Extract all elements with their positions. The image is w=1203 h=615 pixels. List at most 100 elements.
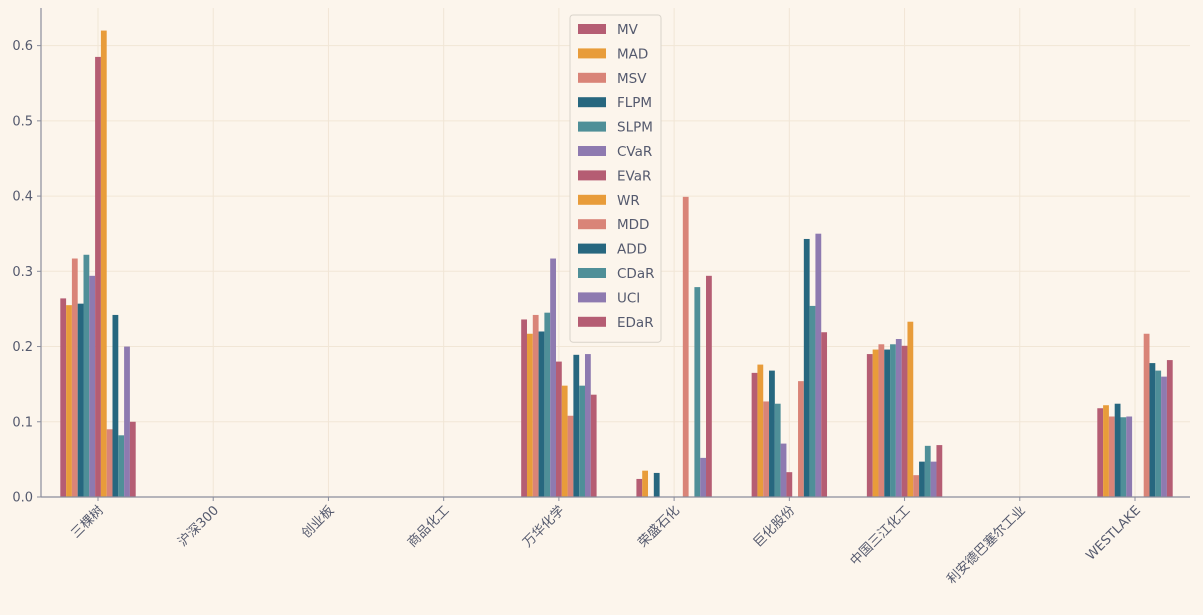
legend-box xyxy=(569,14,662,343)
bar-msv-4 xyxy=(532,314,539,497)
bar-msv-6 xyxy=(763,401,770,497)
y-tick-label: 0.5 xyxy=(12,114,33,129)
bar-add-9 xyxy=(1149,363,1156,497)
bar-slpm-0 xyxy=(83,254,90,497)
legend-label-mad: MAD xyxy=(617,46,648,62)
bar-edar-5 xyxy=(706,275,712,497)
bar-cdar-6 xyxy=(809,305,816,497)
y-tick-label: 0.1 xyxy=(12,415,33,430)
x-tick-labels: 三棵树 沪深300 创业板 商品化工 万华化学 荣盛石化 巨化股份 中国三江化工 利安德巴塞尔工… xyxy=(69,497,1144,587)
bar-cvar-6 xyxy=(780,443,787,497)
bar-slpm-6 xyxy=(774,403,781,497)
bar-msv-9 xyxy=(1108,416,1115,497)
bar-flpm-6 xyxy=(769,370,775,497)
bar-flpm-5 xyxy=(653,472,660,497)
bar-cdar-0 xyxy=(118,435,125,497)
bar-msv-0 xyxy=(71,258,78,497)
bar-evar-7 xyxy=(901,345,908,497)
y-tick-label: 0.2 xyxy=(12,340,33,355)
bar-slpm-7 xyxy=(890,344,896,497)
bar-mdd-4 xyxy=(567,415,574,497)
bar-evar-6 xyxy=(786,472,793,497)
legend-label-mdd: MDD xyxy=(617,217,649,233)
x-tick-label: 万华化学 xyxy=(520,503,568,551)
bar-mad-5 xyxy=(642,470,649,497)
bar-cdar-5 xyxy=(694,287,701,497)
bar-cvar-7 xyxy=(895,339,902,497)
legend-swatch-edar xyxy=(578,316,606,327)
bar-uci-4 xyxy=(584,354,591,497)
bar-mdd-9 xyxy=(1143,333,1150,497)
bar-mad-4 xyxy=(526,333,533,497)
bar-uci-6 xyxy=(815,233,822,497)
bar-mad-7 xyxy=(872,349,879,497)
bar-slpm-4 xyxy=(544,312,551,497)
bar-edar-0 xyxy=(129,421,136,497)
bar-mdd-7 xyxy=(913,475,920,497)
bar-mv-7 xyxy=(866,354,873,497)
bar-evar-0 xyxy=(95,56,101,498)
bar-wr-0 xyxy=(100,30,107,497)
legend-swatch-uci xyxy=(578,292,606,303)
bar-add-7 xyxy=(919,461,925,497)
bar-evar-4 xyxy=(555,361,562,497)
bar-mad-0 xyxy=(66,305,72,497)
bar-mv-0 xyxy=(60,298,67,497)
y-tick-labels: 0.0 0.1 0.2 0.3 0.4 0.5 0.6 xyxy=(12,39,41,506)
bar-mad-9 xyxy=(1103,405,1109,497)
bar-edar-9 xyxy=(1166,360,1173,497)
bar-flpm-9 xyxy=(1114,403,1121,497)
bar-mdd-6 xyxy=(798,381,804,497)
bar-cvar-4 xyxy=(550,258,556,497)
legend-swatch-mdd xyxy=(578,219,606,230)
bar-uci-5 xyxy=(700,457,707,497)
bar-cdar-4 xyxy=(579,385,585,497)
x-tick-label: 荣盛石化 xyxy=(636,503,683,550)
bar-wr-7 xyxy=(907,321,914,497)
bar-uci-9 xyxy=(1161,376,1167,497)
x-tick-label: WESTLAKE xyxy=(1083,503,1143,563)
bar-add-4 xyxy=(573,354,580,497)
x-tick-label: 创业板 xyxy=(299,503,337,541)
legend-swatch-evar xyxy=(578,170,606,181)
x-tick-label: 三棵树 xyxy=(69,503,107,541)
legend-label-cvar: CVaR xyxy=(617,144,652,160)
legend: MV MAD MSV FLPM SLPM CVaR EVaR WR MDD ADD CDaR UCI E… xyxy=(569,14,662,343)
axes xyxy=(40,8,1190,498)
legend-label-slpm: SLPM xyxy=(617,120,653,136)
x-tick-label: 商品化工 xyxy=(405,503,452,550)
bar-wr-4 xyxy=(561,385,568,497)
bar-edar-6 xyxy=(821,332,828,497)
legend-swatch-cvar xyxy=(578,146,606,156)
y-tick-label: 0.4 xyxy=(12,190,33,205)
legend-label-cdar: CDaR xyxy=(617,266,654,282)
legend-swatch-slpm xyxy=(578,121,606,132)
bar-uci-7 xyxy=(930,461,937,497)
bar-mdd-5 xyxy=(682,196,689,497)
bar-cvar-0 xyxy=(89,275,96,497)
x-tick-label: 沪深300 xyxy=(175,503,222,550)
legend-label-evar: EVaR xyxy=(617,168,651,184)
legend-swatch-mv xyxy=(578,24,606,34)
bar-edar-7 xyxy=(936,445,943,497)
y-tick-label: 0.6 xyxy=(12,39,33,54)
bar-mad-6 xyxy=(757,364,764,497)
x-tick-label: 中国三江化工 xyxy=(848,503,914,569)
bar-mv-6 xyxy=(751,372,758,497)
bars xyxy=(60,30,1173,498)
y-tick-label: 0.0 xyxy=(12,491,33,506)
bar-cdar-7 xyxy=(924,445,931,497)
bar-add-0 xyxy=(112,314,119,497)
legend-swatch-add xyxy=(578,243,606,254)
legend-label-add: ADD xyxy=(617,242,647,258)
bar-flpm-0 xyxy=(77,303,84,497)
bar-mdd-0 xyxy=(106,429,113,497)
bar-add-6 xyxy=(803,238,810,497)
bar-uci-0 xyxy=(124,346,130,497)
x-tick-label: 利安德巴塞尔工业 xyxy=(944,503,1029,588)
bar-flpm-7 xyxy=(884,349,891,497)
bar-mv-4 xyxy=(521,319,527,497)
legend-swatch-cdar xyxy=(578,268,606,278)
bar-slpm-9 xyxy=(1120,417,1127,497)
